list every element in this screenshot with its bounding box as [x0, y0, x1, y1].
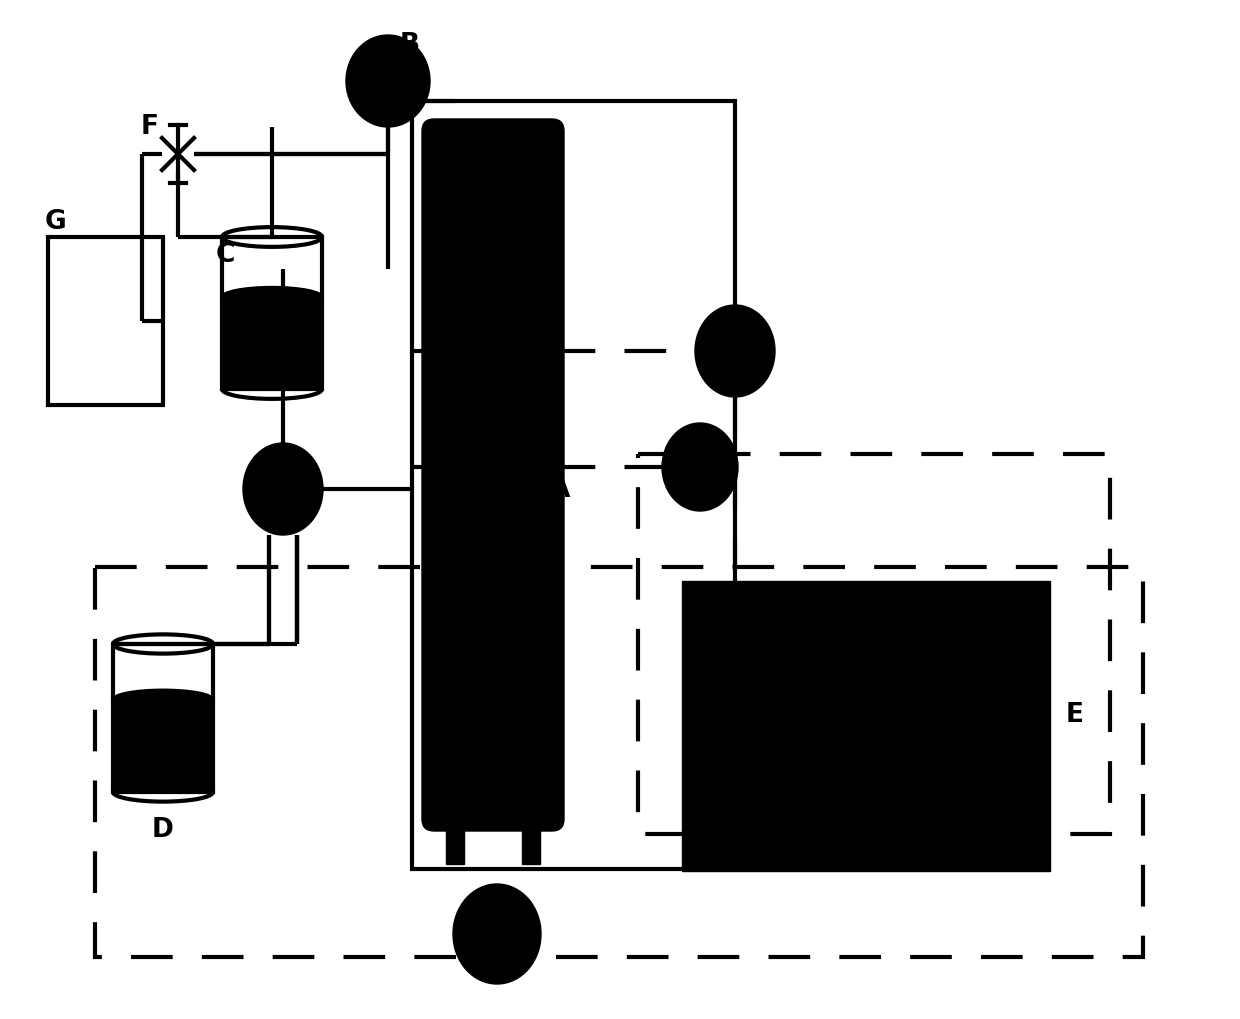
Bar: [412, 102, 735, 869]
Ellipse shape: [243, 443, 322, 535]
Text: B: B: [401, 32, 420, 58]
Ellipse shape: [113, 691, 213, 710]
Bar: [48, 237, 162, 406]
Bar: [682, 582, 1050, 871]
Bar: [95, 568, 1143, 957]
Text: C: C: [216, 242, 234, 268]
Bar: [222, 237, 322, 389]
FancyBboxPatch shape: [422, 120, 564, 832]
Bar: [223, 299, 321, 389]
Ellipse shape: [453, 884, 541, 984]
Ellipse shape: [662, 424, 738, 512]
Ellipse shape: [694, 306, 775, 397]
Bar: [639, 454, 1110, 835]
Text: F: F: [141, 114, 159, 140]
Ellipse shape: [346, 36, 430, 127]
Ellipse shape: [222, 288, 322, 309]
Bar: [522, 814, 539, 864]
Text: G: G: [45, 209, 66, 234]
Bar: [113, 644, 213, 792]
Bar: [446, 814, 464, 864]
Bar: [114, 700, 212, 792]
Text: D: D: [153, 816, 174, 842]
Text: E: E: [1066, 701, 1084, 728]
Text: A: A: [549, 477, 570, 502]
